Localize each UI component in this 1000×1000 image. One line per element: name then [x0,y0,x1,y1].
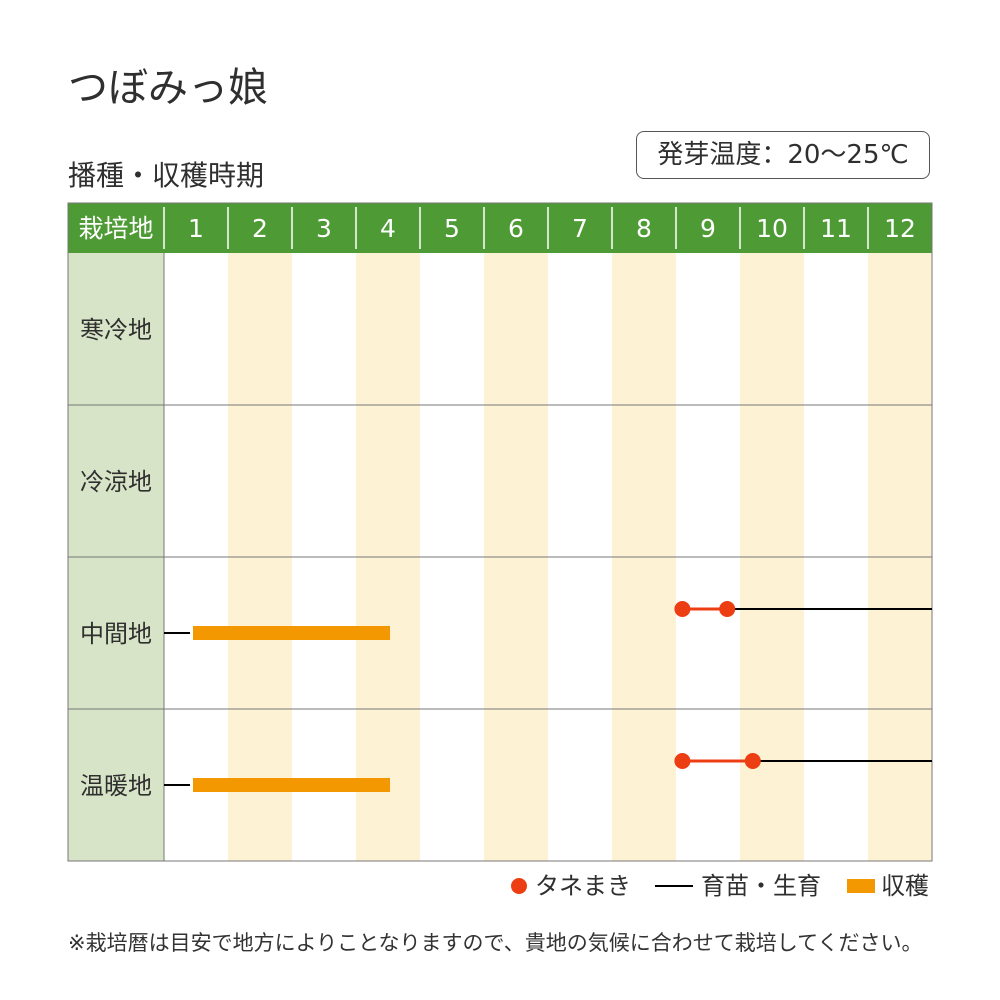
month-header-12: 12 [884,214,916,243]
month-header-5: 5 [444,214,460,243]
month-header-10: 10 [756,214,788,243]
region-label-4: 温暖地 [80,772,152,800]
legend-harvest-icon [847,879,875,893]
legend-growing-icon [655,885,693,887]
legend-harvest-label: 収穫 [881,872,929,900]
sowing-start-dot [674,601,691,617]
chart-subtitle: 播種・収穫時期 [68,159,265,192]
month-header-9: 9 [700,214,716,243]
region-label-1: 寒冷地 [80,316,152,344]
germination-temperature-badge: 発芽温度：20〜25℃ [636,131,930,179]
month-header-4: 4 [380,214,396,243]
harvest-bar [193,778,390,792]
month-header-1: 1 [188,214,204,243]
month-header-11: 11 [820,214,852,243]
sowing-end-dot [744,753,761,769]
legend-sowing-icon [511,878,527,894]
month-header-2: 2 [252,214,268,243]
month-header-6: 6 [508,214,524,243]
month-header-3: 3 [316,214,332,243]
region-label-3: 中間地 [80,620,152,648]
header-corner-label: 栽培地 [78,214,153,243]
legend-sowing-label: タネまき [535,872,631,900]
table-border [67,202,933,862]
header-row [68,203,932,253]
sowing-start-dot [674,753,691,769]
legend: タネまき 育苗・生育 収穫 [505,868,935,904]
region-label-2: 冷涼地 [80,468,152,496]
sowing-end-dot [719,601,736,617]
legend-growing-label: 育苗・生育 [701,872,821,900]
page-title: つぼみっ娘 [68,65,268,111]
harvest-bar [193,626,390,640]
month-header-7: 7 [572,214,588,243]
month-header-8: 8 [636,214,652,243]
footnote: ※栽培暦は目安で地方によりことなりますので、貴地の気候に合わせて栽培してください… [68,931,923,955]
